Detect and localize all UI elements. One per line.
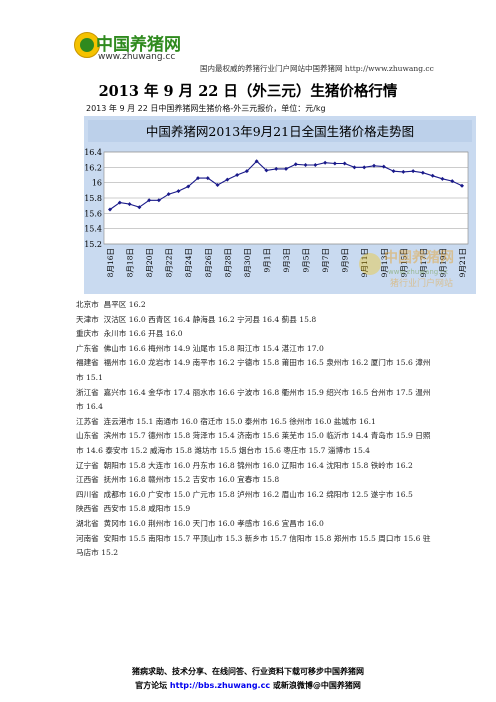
x-tick-label: 8月20日 (145, 248, 154, 277)
page-title: 2013 年 9 月 22 日（外三元）生猪价格行情 (98, 83, 398, 100)
data-point (264, 168, 269, 173)
watermark-sub: 猪行业门户网站 (390, 277, 453, 289)
data-point (254, 159, 259, 164)
watermark-text: 中国养猪网 (384, 249, 454, 266)
x-tick-label: 9月9日 (341, 248, 350, 273)
data-point (215, 182, 220, 187)
data-point (313, 163, 318, 168)
x-tick-label: 9月7日 (321, 248, 330, 273)
x-tick-label: 8月28日 (223, 248, 232, 277)
x-tick-label: 8月24日 (184, 248, 193, 277)
data-point (235, 173, 240, 177)
data-point (362, 165, 367, 170)
data-point (332, 161, 337, 166)
x-tick-label: 9月13日 (380, 248, 389, 277)
x-tick-label: 9月17日 (419, 248, 428, 277)
x-tick-label: 9月15日 (399, 248, 408, 277)
province-row: 天津市 汉沽区 16.0 西青区 16.4 静海县 16.2 宁河县 16.4 … (76, 314, 317, 324)
data-point (156, 198, 161, 203)
data-point (381, 164, 386, 169)
x-tick-label: 8月18日 (126, 248, 135, 277)
x-tick-label: 9月11日 (360, 248, 369, 277)
y-tick-label: 15.6 (84, 209, 102, 218)
data-point (108, 207, 112, 212)
page-subtitle: 2013 年 9 月 22 日中国养猪网生猪价格-外三元报价，单位：元/kg (86, 104, 326, 113)
data-point (450, 179, 455, 184)
x-tick-label: 9月5日 (302, 248, 311, 273)
x-tick-label: 8月30日 (243, 248, 252, 277)
data-point (303, 163, 308, 168)
footer-line-2: 官方论坛 http://bbs.zhuwang.cc 或新浪微博@中国养猪网 (135, 681, 361, 690)
province-row: 山东省 滨州市 15.7 德州市 15.8 菏泽市 15.4 济南市 15.6 … (76, 431, 431, 455)
data-point (391, 169, 396, 174)
province-row: 福建省 福州市 16.0 龙岩市 14.9 南平市 16.2 宁德市 15.8 … (76, 358, 431, 382)
y-tick-label: 15.4 (84, 225, 102, 234)
data-point (274, 166, 279, 171)
province-row: 河南省 安阳市 15.5 南阳市 15.7 平顶山市 15.3 新乡市 15.7… (76, 533, 431, 558)
chart-title-band (88, 120, 472, 142)
province-row: 湖北省 黄冈市 16.0 荆州市 16.0 天门市 16.0 孝感市 16.6 … (76, 518, 324, 528)
data-point (244, 169, 249, 174)
x-tick-label: 8月16日 (106, 248, 115, 277)
watermark: 中国养猪网 www.zhuwang.cc 猪行业门户网站 (359, 249, 454, 289)
x-tick-label: 9月1日 (262, 248, 271, 273)
data-point (342, 161, 347, 166)
y-tick-label: 16 (92, 179, 102, 188)
logo-brand-text: 中国养猪网 (96, 35, 181, 55)
y-tick-label: 15.8 (84, 194, 102, 203)
data-point (127, 202, 132, 207)
chart-title: 中国养猪网2013年9月21日全国生猪价格走势图 (146, 124, 414, 139)
data-point (323, 160, 328, 165)
data-point (166, 192, 171, 197)
province-row: 广东省 佛山市 16.6 梅州市 14.9 汕尾市 15.8 阳江市 15.4 … (76, 343, 324, 353)
x-tick-label: 9月19日 (438, 248, 447, 277)
x-tick-label: 9月3日 (282, 248, 291, 273)
logo-url: www.zhuwang.cc (98, 52, 176, 62)
province-row: 江苏省 连云港市 15.1 南通市 16.0 宿迁市 15.0 泰州市 16.5… (76, 416, 376, 426)
header-tagline: 国内最权威的养猪行业门户网站中国养猪网 http://www.zhuwang.c… (200, 64, 434, 73)
x-tick-label: 8月22日 (165, 248, 174, 277)
y-tick-label: 16.4 (84, 148, 102, 157)
province-row: 浙江省 嘉兴市 16.4 金华市 17.4 丽水市 16.6 宁波市 16.8 … (76, 387, 431, 412)
province-row: 辽宁省 朝阳市 15.8 大连市 16.0 丹东市 16.8 锦州市 16.0 … (76, 460, 413, 470)
data-point (372, 163, 376, 168)
data-point (352, 165, 357, 170)
data-point (293, 162, 298, 167)
data-point (430, 173, 435, 178)
data-point (284, 166, 288, 171)
watermark-url: www.zhuwang.cc (388, 268, 448, 276)
data-point (411, 169, 416, 174)
data-point (147, 198, 152, 203)
data-point (420, 170, 425, 175)
watermark-pig-icon (359, 253, 381, 275)
forum-link[interactable]: http://bbs.zhuwang.cc (169, 681, 271, 690)
data-point (196, 176, 200, 181)
site-logo[interactable]: 中国养猪网 www.zhuwang.cc (74, 26, 186, 72)
province-row: 江西省 抚州市 16.8 赣州市 15.2 吉安市 16.0 宜春市 15.8 (76, 475, 280, 485)
data-point (117, 200, 122, 205)
data-point (460, 183, 464, 188)
data-point (401, 169, 406, 174)
price-list: 北京市 昌平区 16.2 天津市 汉沽区 16.0 西青区 16.4 静海县 1… (76, 298, 436, 561)
price-trend-chart: 中国养猪网2013年9月21日全国生猪价格走势图 15.2 15.4 15.6 15.… (84, 116, 476, 294)
y-tick-label: 15.2 (84, 240, 102, 249)
province-row: 北京市 昌平区 16.2 (76, 300, 146, 309)
province-row: 四川省 成都市 16.0 广安市 15.0 广元市 15.8 泸州市 16.2 … (76, 489, 413, 499)
province-row: 陕西省 西安市 15.8 咸阳市 15.9 (76, 504, 191, 514)
y-tick-label: 16.2 (84, 163, 102, 172)
data-point (186, 184, 191, 189)
footer-line-1: 猪病求助、技术分享、在线问答、行业资料下载可移步中国养猪网 (132, 667, 364, 676)
pig-logo-icon (74, 32, 100, 58)
data-point (176, 189, 181, 194)
data-point (137, 205, 142, 210)
data-point (225, 177, 230, 182)
x-tick-label: 9月21日 (458, 248, 467, 277)
data-point (205, 176, 210, 181)
province-row: 重庆市 永川市 16.6 开县 16.0 (76, 329, 183, 339)
x-tick-label: 8月26日 (204, 248, 213, 277)
